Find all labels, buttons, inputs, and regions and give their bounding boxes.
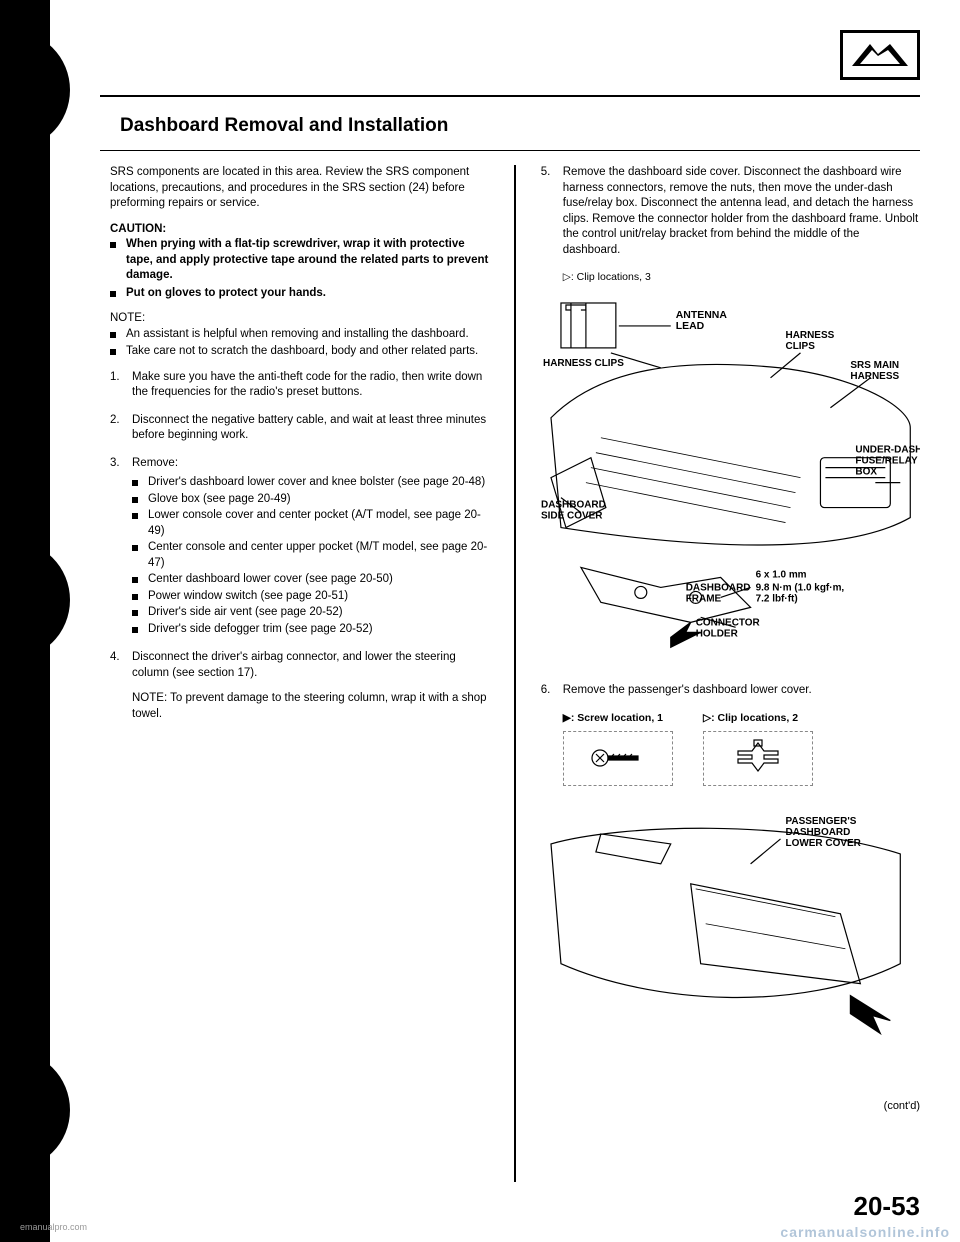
remove-item: Lower console cover and center pocket (A… [132, 508, 489, 539]
note-item: An assistant is helpful when removing an… [110, 327, 489, 343]
step-note: NOTE: To prevent damage to the steering … [132, 691, 489, 722]
procedure-list: 5. Remove the dashboard side cover. Disc… [541, 165, 920, 258]
caution-item: When prying with a flat-tip screwdriver,… [110, 237, 489, 284]
screw-icon-box [563, 731, 673, 786]
column-divider [514, 165, 516, 1182]
step-text: Remove the dashboard side cover. Disconn… [563, 165, 920, 258]
caution-list: When prying with a flat-tip screwdriver,… [110, 237, 489, 301]
step-number: 4. [110, 650, 132, 732]
step-6: 6. Remove the passenger's dashboard lowe… [541, 683, 920, 699]
step-number: 1. [110, 370, 132, 401]
remove-item: Center console and center upper pocket (… [132, 540, 489, 571]
svg-text:7.2 lbf·ft): 7.2 lbf·ft) [755, 594, 797, 605]
step-5: 5. Remove the dashboard side cover. Disc… [541, 165, 920, 258]
svg-text:FUSE/RELAY: FUSE/RELAY [855, 456, 918, 467]
clip-icon-box [703, 731, 813, 786]
step-text: Remove: [132, 457, 178, 469]
clip-icon [728, 738, 788, 778]
clip-location-header: ▷: Clip locations, 2 [703, 711, 798, 725]
svg-text:LOWER COVER: LOWER COVER [785, 838, 860, 849]
svg-text:HARNESS CLIPS: HARNESS CLIPS [543, 358, 624, 369]
procedure-list: 6. Remove the passenger's dashboard lowe… [541, 683, 920, 699]
source-watermark: emanualpro.com [20, 1222, 87, 1232]
svg-text:6 x 1.0 mm: 6 x 1.0 mm [755, 570, 806, 581]
svg-text:HARNESS: HARNESS [785, 330, 834, 341]
svg-text:LEAD: LEAD [675, 321, 704, 332]
page-number: 20-53 [854, 1191, 921, 1222]
screw-location-header: ▶: Screw location, 1 [563, 711, 663, 725]
step-body: Disconnect the driver's airbag connector… [132, 650, 489, 732]
rule-line [100, 150, 920, 151]
remove-item: Power window switch (see page 20-51) [132, 589, 489, 605]
step-number: 5. [541, 165, 563, 258]
note-item: Take care not to scratch the dashboard, … [110, 344, 489, 360]
step-text: Remove the passenger's dashboard lower c… [563, 683, 920, 699]
rule-line [100, 95, 920, 97]
svg-text:SIDE COVER: SIDE COVER [541, 511, 603, 522]
note-heading: NOTE: [110, 311, 489, 327]
lower-cover-diagram: PASSENGER'S DASHBOARD LOWER COVER [541, 804, 920, 1063]
svg-text:FRAME: FRAME [685, 594, 721, 605]
caution-item: Put on gloves to protect your hands. [110, 286, 489, 302]
step-number: 2. [110, 413, 132, 444]
svg-text:ANTENNA: ANTENNA [675, 310, 727, 321]
fastener-icons [541, 731, 920, 786]
step-2: 2. Disconnect the negative battery cable… [110, 413, 489, 444]
right-column: 5. Remove the dashboard side cover. Disc… [541, 165, 920, 1182]
continued-label: (cont'd) [541, 1099, 920, 1114]
caution-heading: CAUTION: [110, 222, 489, 238]
site-watermark: carmanualsonline.info [780, 1224, 950, 1240]
svg-text:BOX: BOX [855, 467, 877, 478]
procedure-list: 1. Make sure you have the anti-theft cod… [110, 370, 489, 733]
content-columns: SRS components are located in this area.… [110, 165, 920, 1182]
remove-list: Driver's dashboard lower cover and knee … [132, 475, 489, 637]
remove-item: Center dashboard lower cover (see page 2… [132, 572, 489, 588]
svg-text:SRS MAIN: SRS MAIN [850, 360, 899, 371]
step-text: Disconnect the driver's airbag connector… [132, 651, 456, 679]
screw-icon [588, 743, 648, 773]
svg-text:PASSENGER'S: PASSENGER'S [785, 816, 856, 827]
step-body: Remove: Driver's dashboard lower cover a… [132, 456, 489, 639]
remove-item: Glove box (see page 20-49) [132, 492, 489, 508]
svg-text:DASHBOARD: DASHBOARD [685, 583, 750, 594]
svg-text:HOLDER: HOLDER [695, 629, 737, 640]
remove-item: Driver's side air vent (see page 20-52) [132, 605, 489, 621]
svg-text:9.8 N·m (1.0 kgf·m,: 9.8 N·m (1.0 kgf·m, [755, 583, 844, 594]
note-list: An assistant is helpful when removing an… [110, 327, 489, 360]
binder-tab [0, 1050, 70, 1170]
remove-item: Driver's dashboard lower cover and knee … [132, 475, 489, 491]
svg-text:CLIPS: CLIPS [785, 341, 815, 352]
remove-item: Driver's side defogger trim (see page 20… [132, 622, 489, 638]
step-4: 4. Disconnect the driver's airbag connec… [110, 650, 489, 732]
svg-text:DASHBOARD: DASHBOARD [541, 500, 606, 511]
step-text: Disconnect the negative battery cable, a… [132, 413, 489, 444]
binder-tab [0, 540, 70, 660]
svg-text:CONNECTOR: CONNECTOR [695, 618, 759, 629]
page-title: Dashboard Removal and Installation [120, 115, 448, 137]
step-1: 1. Make sure you have the anti-theft cod… [110, 370, 489, 401]
step-text: Make sure you have the anti-theft code f… [132, 370, 489, 401]
binder-tab [0, 30, 70, 150]
step-number: 3. [110, 456, 132, 639]
left-column: SRS components are located in this area.… [110, 165, 489, 1182]
dashboard-diagram: ANTENNA LEAD HARNESS CLIPS HARNESS CLIPS… [541, 298, 920, 657]
intro-text: SRS components are located in this area.… [110, 165, 489, 212]
step-number: 6. [541, 683, 563, 699]
step-3: 3. Remove: Driver's dashboard lower cove… [110, 456, 489, 639]
svg-text:UNDER-DASH: UNDER-DASH [855, 445, 920, 456]
svg-text:HARNESS: HARNESS [850, 371, 899, 382]
svg-text:DASHBOARD: DASHBOARD [785, 827, 850, 838]
clip-locations-header: ▷: Clip locations, 3 [541, 270, 920, 284]
brand-logo [840, 30, 920, 80]
